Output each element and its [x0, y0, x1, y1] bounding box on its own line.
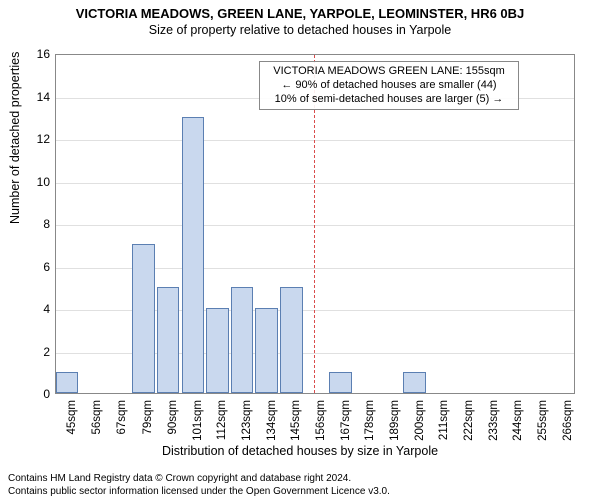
footer-line-2: Contains public sector information licen… — [8, 486, 592, 499]
y-tick-label: 4 — [26, 302, 50, 316]
histogram-bar — [132, 244, 154, 393]
y-tick-label: 0 — [26, 387, 50, 401]
gridline — [56, 183, 574, 184]
histogram-bar — [231, 287, 253, 393]
y-tick-label: 16 — [26, 47, 50, 61]
y-tick-label: 12 — [26, 132, 50, 146]
plot-region: VICTORIA MEADOWS GREEN LANE: 155sqm← 90%… — [55, 54, 575, 394]
y-tick-label: 6 — [26, 260, 50, 274]
gridline — [56, 140, 574, 141]
annotation-line: 10% of semi-detached houses are larger (… — [266, 93, 512, 107]
annotation-line: VICTORIA MEADOWS GREEN LANE: 155sqm — [266, 65, 512, 79]
annotation-box: VICTORIA MEADOWS GREEN LANE: 155sqm← 90%… — [259, 61, 519, 110]
x-axis-label: Distribution of detached houses by size … — [0, 444, 600, 458]
histogram-bar — [329, 372, 351, 393]
y-tick-label: 14 — [26, 90, 50, 104]
chart-subtitle: Size of property relative to detached ho… — [0, 23, 600, 37]
histogram-bar — [157, 287, 179, 393]
histogram-bar — [182, 117, 204, 393]
attribution-footer: Contains HM Land Registry data © Crown c… — [8, 473, 592, 498]
histogram-bar — [403, 372, 425, 393]
y-tick-label: 8 — [26, 217, 50, 231]
histogram-bar — [206, 308, 228, 393]
y-axis-label: Number of detached properties — [8, 52, 22, 224]
gridline — [56, 225, 574, 226]
y-tick-label: 2 — [26, 345, 50, 359]
footer-line-1: Contains HM Land Registry data © Crown c… — [8, 473, 592, 486]
chart-area: Number of detached properties VICTORIA M… — [0, 44, 600, 462]
histogram-bar — [255, 308, 277, 393]
y-tick-label: 10 — [26, 175, 50, 189]
histogram-bar — [56, 372, 78, 393]
histogram-bar — [280, 287, 302, 393]
page-title: VICTORIA MEADOWS, GREEN LANE, YARPOLE, L… — [0, 0, 600, 21]
annotation-line: ← 90% of detached houses are smaller (44… — [266, 79, 512, 93]
